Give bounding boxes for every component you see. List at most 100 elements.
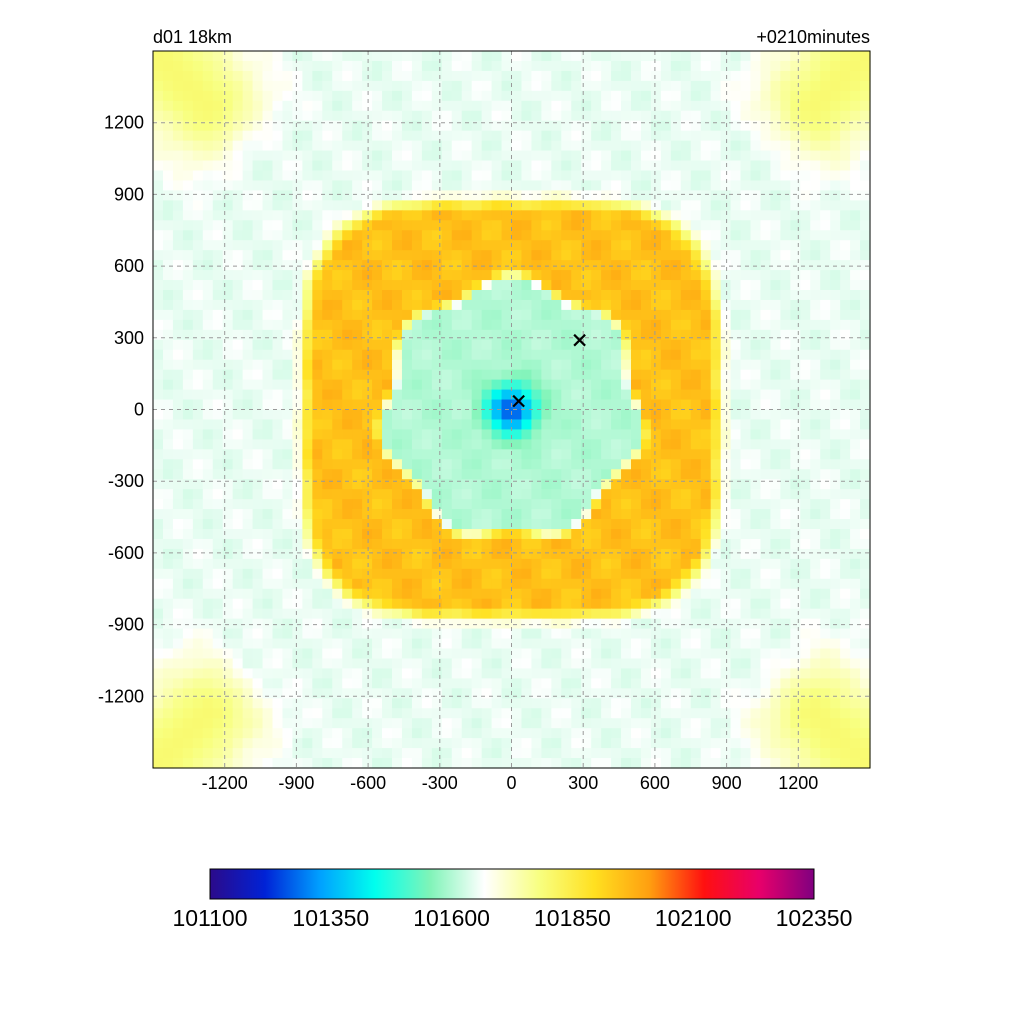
- field-cell: [411, 678, 423, 689]
- field-cell: [780, 708, 791, 719]
- field-cell: [571, 70, 582, 82]
- field-cell: [810, 339, 821, 351]
- field-cell: [252, 130, 264, 142]
- field-cell: [820, 578, 831, 590]
- field-cell: [850, 51, 861, 62]
- field-cell: [611, 538, 622, 550]
- field-cell: [242, 658, 254, 670]
- field-cell: [611, 588, 622, 600]
- field-cell: [411, 240, 423, 251]
- field-cell: [401, 618, 413, 630]
- field-cell: [222, 668, 234, 679]
- field-cell: [531, 628, 542, 640]
- field-cell: [770, 290, 781, 301]
- field-cell: [212, 299, 224, 311]
- field-cell: [302, 90, 313, 102]
- field-cell: [182, 299, 194, 311]
- field-cell: [421, 80, 433, 92]
- field-cell: [750, 529, 762, 540]
- field-cell: [640, 608, 652, 620]
- field-cell: [690, 110, 702, 122]
- field-cell: [780, 529, 791, 540]
- field-cell: [541, 60, 552, 72]
- field-cell: [860, 230, 871, 241]
- field-cell: [332, 140, 343, 152]
- field-cell: [770, 130, 781, 142]
- field-cell: [302, 150, 313, 162]
- field-cell: [531, 110, 542, 122]
- field-cell: [312, 469, 323, 480]
- field-cell: [710, 290, 722, 301]
- field-cell: [840, 708, 851, 719]
- field-cell: [541, 489, 552, 500]
- field-cell: [740, 678, 752, 689]
- field-cell: [780, 608, 791, 620]
- field-cell: [222, 538, 234, 550]
- field-cell: [332, 688, 343, 699]
- field-cell: [601, 200, 612, 211]
- field-cell: [342, 718, 353, 729]
- field-cell: [710, 250, 722, 261]
- field-cell: [541, 349, 552, 361]
- field-cell: [551, 588, 562, 600]
- field-cell: [282, 658, 294, 670]
- field-cell: [461, 399, 473, 411]
- field-cell: [730, 419, 742, 431]
- field-cell: [232, 399, 244, 411]
- field-cell: [710, 608, 722, 620]
- field-cell: [670, 140, 682, 152]
- field-cell: [192, 708, 204, 719]
- field-cell: [621, 51, 632, 62]
- field-cell: [471, 339, 483, 351]
- field-cell: [332, 578, 343, 590]
- field-cell: [581, 329, 592, 341]
- field-cell: [272, 608, 284, 620]
- field-cell: [700, 200, 712, 211]
- field-cell: [720, 319, 732, 331]
- field-cell: [611, 618, 622, 630]
- field-cell: [531, 90, 542, 102]
- field-cell: [700, 110, 712, 122]
- field-cell: [581, 658, 592, 670]
- field-cell: [601, 270, 612, 281]
- field-cell: [252, 529, 264, 540]
- field-cell: [322, 70, 333, 82]
- field-cell: [421, 718, 433, 729]
- field-cell: [840, 160, 851, 172]
- field-cell: [860, 369, 871, 381]
- field-cell: [153, 51, 164, 62]
- field-cell: [521, 728, 533, 739]
- field-cell: [511, 319, 523, 331]
- field-cell: [670, 349, 682, 361]
- field-cell: [561, 230, 572, 241]
- field-cell: [511, 718, 523, 729]
- field-cell: [382, 479, 393, 490]
- field-cell: [790, 479, 801, 490]
- field-cell: [740, 668, 752, 679]
- field-cell: [511, 290, 523, 301]
- field-cell: [571, 250, 582, 261]
- field-cell: [182, 658, 194, 670]
- field-cell: [591, 180, 602, 192]
- field-cell: [730, 329, 742, 341]
- field-cell: [800, 469, 811, 480]
- field-cell: [860, 250, 871, 261]
- field-cell: [431, 80, 443, 92]
- field-cell: [650, 678, 662, 689]
- field-cell: [720, 130, 732, 142]
- field-cell: [660, 578, 672, 590]
- field-cell: [153, 558, 164, 570]
- field-cell: [153, 230, 164, 241]
- field-cell: [182, 329, 194, 341]
- field-cell: [481, 309, 493, 321]
- field-cell: [232, 90, 244, 102]
- field-cell: [631, 260, 642, 271]
- field-cell: [411, 90, 423, 102]
- field-cell: [780, 90, 791, 102]
- field-cell: [491, 180, 503, 192]
- field-cell: [601, 519, 612, 530]
- field-cell: [730, 100, 742, 112]
- field-cell: [312, 130, 323, 142]
- field-cell: [441, 389, 453, 401]
- field-cell: [481, 728, 493, 739]
